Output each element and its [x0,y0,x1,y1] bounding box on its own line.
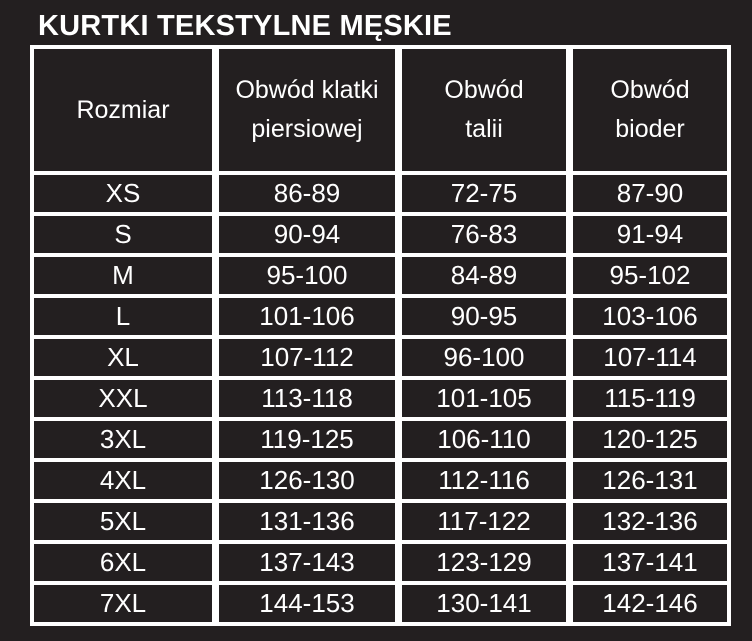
chest-value-cell: 101-106 [219,298,395,335]
chest-value-cell: 95-100 [219,257,395,294]
hips-value-cell: 107-114 [573,339,727,376]
waist-value-cell: 90-95 [402,298,566,335]
hips-value-cell: 142-146 [573,585,727,622]
column-header-waist: Obwód talii [402,49,566,171]
waist-value-cell: 112-116 [402,462,566,499]
hips-value-cell: 103-106 [573,298,727,335]
column-header-size: Rozmiar [34,49,212,171]
hips-value-cell: 126-131 [573,462,727,499]
hips-value-cell: 137-141 [573,544,727,581]
column-header-chest: Obwód klatki piersiowej [219,49,395,171]
column-header-hips-line1: Obwód [610,76,690,104]
size-cell: 5XL [34,503,212,540]
size-cell: XXL [34,380,212,417]
waist-value-cell: 123-129 [402,544,566,581]
hips-value-cell: 91-94 [573,216,727,253]
hips-value-cell: 132-136 [573,503,727,540]
page-title: KURTKI TEKSTYLNE MĘSKIE [38,10,452,42]
size-cell: M [34,257,212,294]
size-cell: 3XL [34,421,212,458]
waist-value-cell: 84-89 [402,257,566,294]
hips-value-cell: 115-119 [573,380,727,417]
size-table: Rozmiar Obwód klatki piersiowej Obwód ta… [30,45,731,626]
chest-value-cell: 119-125 [219,421,395,458]
column-header-waist-line1: Obwód [444,76,524,104]
size-cell: 7XL [34,585,212,622]
chest-value-cell: 137-143 [219,544,395,581]
waist-value-cell: 72-75 [402,175,566,212]
size-cell: XS [34,175,212,212]
hips-value-cell: 120-125 [573,421,727,458]
column-header-size-line1: Rozmiar [76,95,170,124]
size-cell: 4XL [34,462,212,499]
column-header-hips: Obwód bioder [573,49,727,171]
chest-value-cell: 144-153 [219,585,395,622]
chest-value-cell: 131-136 [219,503,395,540]
waist-value-cell: 106-110 [402,421,566,458]
column-header-waist-line2: talii [465,115,503,143]
chest-value-cell: 113-118 [219,380,395,417]
waist-value-cell: 96-100 [402,339,566,376]
size-cell: L [34,298,212,335]
waist-value-cell: 130-141 [402,585,566,622]
column-header-chest-line2: piersiowej [251,115,363,143]
size-cell: S [34,216,212,253]
column-header-chest-line1: Obwód klatki [235,76,379,104]
size-cell: 6XL [34,544,212,581]
hips-value-cell: 87-90 [573,175,727,212]
chest-value-cell: 126-130 [219,462,395,499]
chest-value-cell: 86-89 [219,175,395,212]
size-cell: XL [34,339,212,376]
waist-value-cell: 101-105 [402,380,566,417]
column-header-hips-line2: bioder [615,115,685,143]
chest-value-cell: 107-112 [219,339,395,376]
hips-value-cell: 95-102 [573,257,727,294]
chest-value-cell: 90-94 [219,216,395,253]
waist-value-cell: 76-83 [402,216,566,253]
waist-value-cell: 117-122 [402,503,566,540]
